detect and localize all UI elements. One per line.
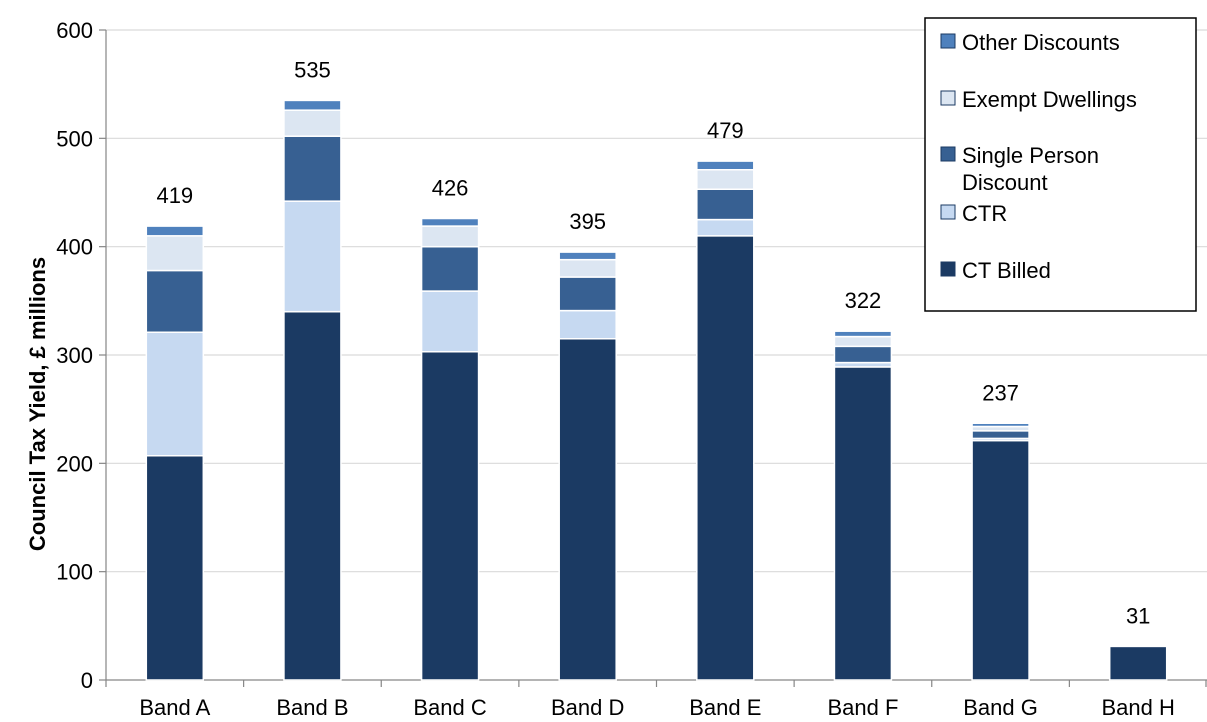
total-label: 237 — [982, 380, 1019, 405]
legend-swatch — [940, 90, 956, 106]
bar-stack-band-d — [558, 251, 617, 681]
legend-swatch — [940, 33, 956, 49]
x-tick-label: Band G — [963, 695, 1038, 720]
total-label: 426 — [432, 176, 469, 201]
bar-segment-ctr — [283, 200, 342, 313]
legend-label: Exempt Dwellings — [962, 87, 1137, 112]
legend-label: CT Billed — [962, 258, 1051, 283]
bar-stack-outline — [696, 160, 755, 681]
y-tick-label: 100 — [56, 560, 93, 585]
x-tick-label: Band F — [827, 695, 898, 720]
x-tick-label: Band D — [551, 695, 624, 720]
bar-segment-ctr — [145, 331, 205, 457]
bar-stack-band-b — [283, 99, 342, 681]
bar-segment-single-person-discount — [971, 430, 1030, 440]
total-labels: 419 535 426 395 479 322 237 31 — [156, 57, 1150, 628]
legend-label: CTR — [962, 201, 1007, 226]
bar-segment-ctr — [420, 290, 480, 353]
total-label: 419 — [156, 183, 193, 208]
bar-stack-band-e — [696, 160, 755, 681]
legend-box — [924, 17, 1197, 312]
bar-stack-outline — [971, 422, 1030, 681]
total-label: 535 — [294, 57, 331, 82]
legend-items: Other Discounts Exempt Dwellings Single Pe… — [940, 30, 1137, 283]
y-tick-label: 300 — [56, 343, 93, 368]
bar-segment-other-discounts — [145, 225, 205, 237]
total-label: 322 — [845, 288, 882, 313]
bar-stack-outline — [558, 251, 617, 681]
bar-segment-exempt-dwellings — [420, 225, 480, 248]
legend-swatch — [940, 204, 956, 220]
bar-stack-outline — [1109, 645, 1168, 681]
bar-segment-other-discounts — [420, 217, 480, 227]
x-tick-label: Band H — [1101, 695, 1174, 720]
bar-segment-exempt-dwellings — [145, 235, 205, 272]
bar-segment-ct-billed — [833, 366, 893, 681]
x-tick-label: Band E — [689, 695, 761, 720]
bar-segment-exempt-dwellings — [833, 335, 893, 348]
bar-segment-ctr — [696, 218, 755, 237]
bar-stack-outline — [833, 330, 892, 681]
x-tick-labels: Band A Band B Band C Band D Band E Band F Band… — [139, 695, 1175, 720]
x-tick-label: Band B — [276, 695, 348, 720]
bar-stack-band-g — [971, 422, 1030, 681]
bar-segment-single-person-discount — [696, 188, 755, 221]
bar-segment-other-discounts — [833, 330, 893, 338]
bar-segment-ct-billed — [283, 310, 342, 681]
bar-stack-outline — [421, 218, 480, 681]
bar-segment-other-discounts — [558, 251, 617, 261]
bar-segment-single-person-discount — [145, 269, 205, 333]
bar-segment-single-person-discount — [283, 135, 342, 202]
bar-segment-ct-billed — [420, 351, 480, 681]
legend-swatch — [940, 146, 956, 162]
total-label: 479 — [707, 118, 744, 143]
total-label: 31 — [1126, 603, 1150, 628]
bar-segment-exempt-dwellings — [558, 258, 617, 278]
y-tick-labels: 0 100 200 300 400 500 600 — [56, 18, 93, 693]
bar-segment-single-person-discount — [558, 276, 617, 312]
bar-stack-band-h — [1108, 645, 1168, 681]
y-tick-label: 500 — [56, 126, 93, 151]
legend-label: Other Discounts — [962, 30, 1120, 55]
legend-swatch — [940, 261, 956, 277]
bar-segment-ct-billed — [971, 439, 1030, 681]
bar-segment-exempt-dwellings — [696, 169, 755, 190]
bar-stack-band-f — [833, 330, 893, 681]
bar-segment-ct-billed — [696, 235, 755, 681]
bar-segment-single-person-discount — [833, 345, 893, 364]
bar-stack-outline — [283, 99, 342, 681]
bar-segment-ct-billed — [145, 455, 205, 681]
bar-segment-ct-billed — [1108, 645, 1168, 681]
legend: Other Discounts Exempt Dwellings Single Pe… — [924, 17, 1197, 312]
y-axis-title: Council Tax Yield, £ millions — [25, 257, 50, 551]
bar-segment-ctr — [558, 309, 617, 340]
bar-segment-other-discounts — [283, 99, 342, 111]
bar-segment-single-person-discount — [420, 245, 480, 292]
total-label: 395 — [569, 209, 606, 234]
y-tick-label: 400 — [56, 235, 93, 260]
bar-stack-outline — [145, 225, 204, 681]
bar-segment-exempt-dwellings — [283, 109, 342, 137]
bar-segment-other-discounts — [696, 160, 755, 171]
bar-stack-band-c — [420, 217, 480, 681]
x-tick-label: Band A — [139, 695, 210, 720]
bar-segment-ct-billed — [558, 338, 617, 681]
x-tick-label: Band C — [413, 695, 486, 720]
y-tick-label: 200 — [56, 451, 93, 476]
y-tick-label: 0 — [81, 668, 93, 693]
bar-stack-band-a — [145, 225, 205, 681]
y-tick-label: 600 — [56, 18, 93, 43]
legend-label: Single Person Discount — [962, 143, 1099, 195]
bars — [145, 99, 1168, 681]
